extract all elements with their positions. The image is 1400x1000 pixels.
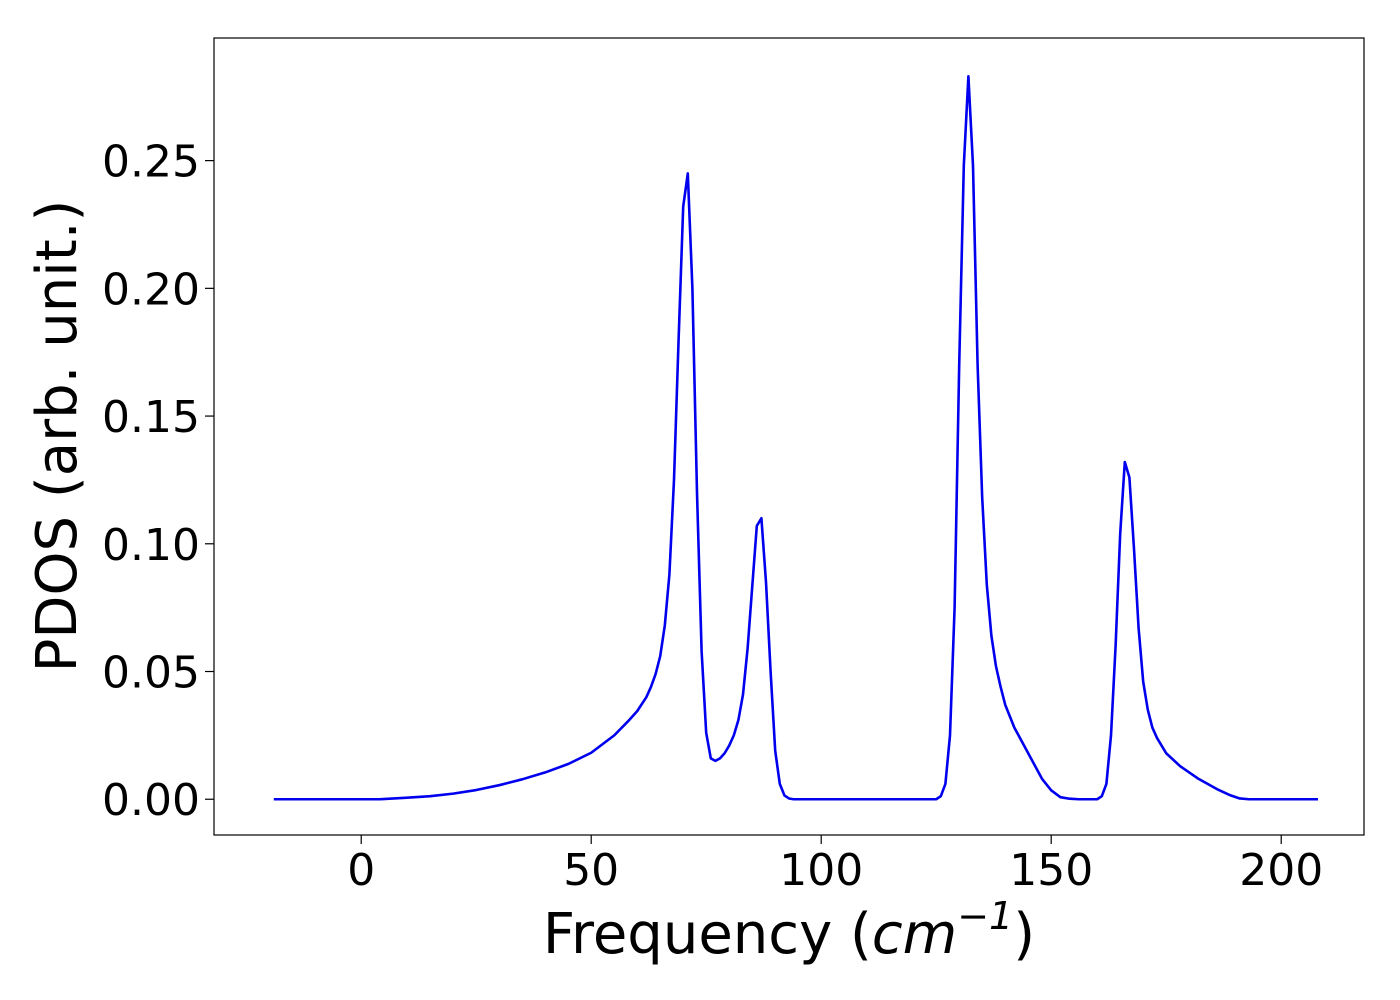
x-tick-label: 150 xyxy=(1009,845,1093,896)
y-tick-label: 0.20 xyxy=(102,264,200,315)
x-axis-label-main: Frequency ( xyxy=(543,902,872,967)
x-axis-label: Frequency (cm−1) xyxy=(543,894,1035,967)
x-axis-ticks: 0 50 100 150 200 xyxy=(347,835,1323,896)
y-tick-label: 0.25 xyxy=(102,137,200,188)
y-axis-label: PDOS (arb. unit.) xyxy=(25,200,90,673)
x-tick-label: 200 xyxy=(1239,845,1323,896)
y-tick-label: 0.15 xyxy=(102,392,200,443)
plot-frame xyxy=(213,37,1365,836)
y-axis-ticks: 0.00 0.05 0.10 0.15 0.20 0.25 xyxy=(102,137,214,826)
pdos-series-line xyxy=(273,75,1318,801)
x-axis-label-unit: cm xyxy=(872,902,957,967)
y-tick-label: 0.00 xyxy=(102,775,200,826)
y-tick-label: 0.05 xyxy=(102,648,200,699)
x-axis-label-exponent: −1 xyxy=(957,894,1013,938)
x-tick-label: 0 xyxy=(347,845,375,896)
y-tick-label: 0.10 xyxy=(102,520,200,571)
x-tick-label: 50 xyxy=(563,845,619,896)
x-tick-label: 100 xyxy=(779,845,863,896)
x-axis-label-close: ) xyxy=(1013,902,1035,967)
